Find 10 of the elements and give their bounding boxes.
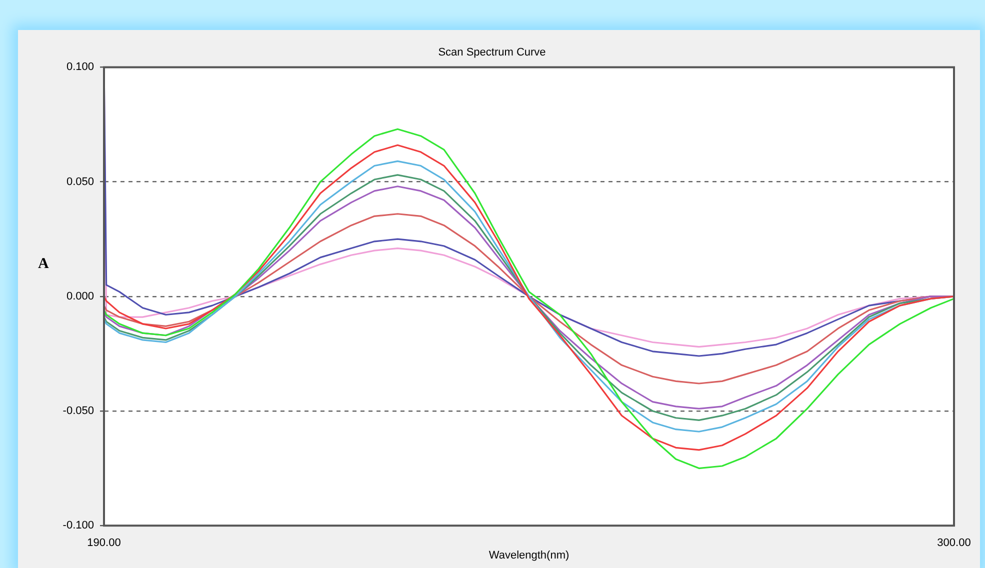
chart-title: Scan Spectrum Curve [438, 46, 546, 59]
x-tick-label: 190.00 [87, 537, 121, 550]
y-tick-label: 0.050 [66, 176, 94, 188]
x-axis-title: Wavelength(nm) [488, 549, 570, 562]
y-tick-label: -0.100 [62, 520, 94, 532]
y-tick-label: -0.050 [62, 405, 94, 418]
y-tick-label: 0.100 [66, 61, 94, 74]
y-axis-title: A [38, 256, 49, 273]
y-tick-label: 0.000 [66, 290, 94, 302]
x-tick-label: 300.00 [937, 537, 971, 550]
